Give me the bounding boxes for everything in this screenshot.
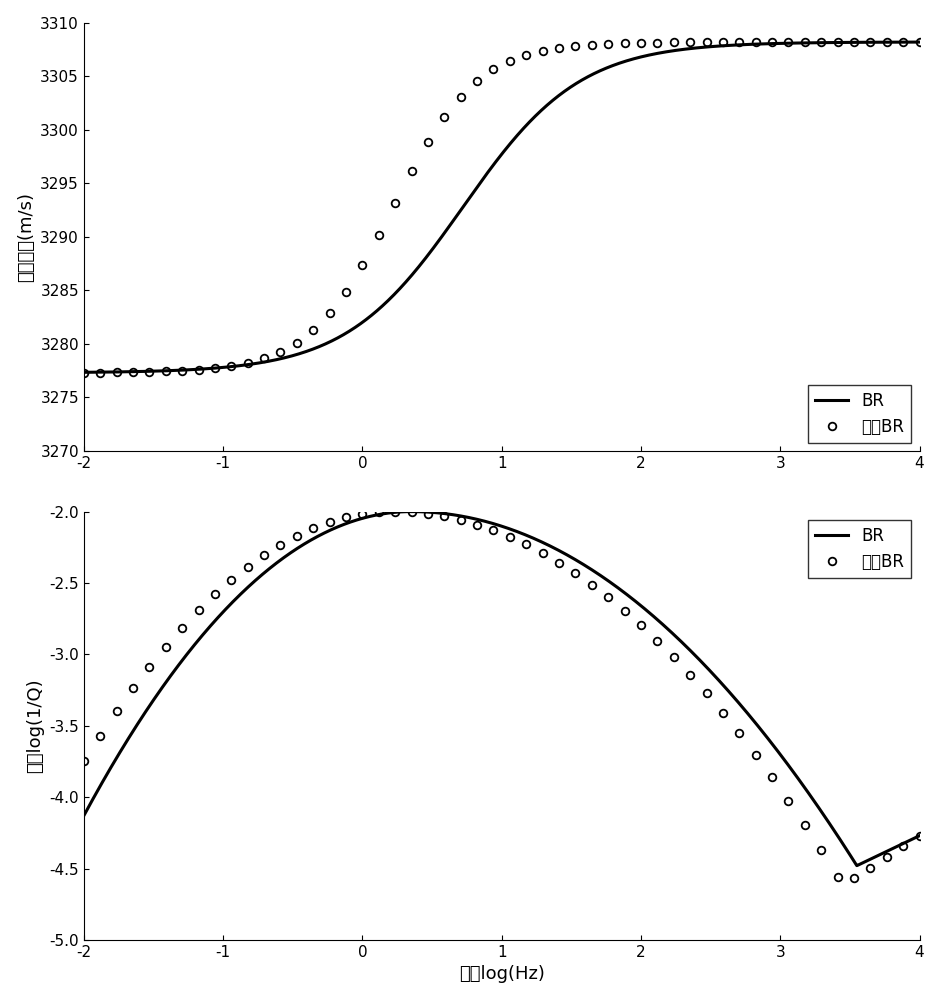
- BR: [485, 517, 496, 529]
- 改进BR: [914, 830, 925, 842]
- 改进BR: [144, 366, 155, 378]
- Line: BR: BR: [84, 512, 919, 866]
- 改进BR: [635, 619, 646, 631]
- BR: [890, 841, 901, 853]
- 改进BR: [374, 506, 385, 518]
- BR: [78, 366, 89, 378]
- BR: [914, 830, 925, 842]
- Line: 改进BR: 改进BR: [80, 38, 923, 376]
- BR: [889, 36, 901, 48]
- 改进BR: [144, 661, 155, 673]
- BR: [485, 163, 496, 175]
- BR: [890, 841, 901, 853]
- BR: [120, 366, 132, 378]
- BR: [737, 701, 748, 713]
- BR: [463, 511, 474, 523]
- 改进BR: [914, 36, 925, 48]
- 改进BR: [619, 37, 630, 49]
- 改进BR: [78, 755, 89, 767]
- BR: [852, 860, 863, 872]
- 改进BR: [537, 547, 549, 559]
- Line: 改进BR: 改进BR: [80, 508, 923, 882]
- Line: BR: BR: [84, 42, 919, 372]
- 改进BR: [586, 39, 598, 51]
- BR: [914, 36, 925, 48]
- 改进BR: [471, 75, 483, 87]
- Legend: BR, 改进BR: BR, 改进BR: [808, 385, 911, 443]
- 改进BR: [390, 506, 401, 518]
- BR: [406, 506, 417, 518]
- Legend: BR, 改进BR: BR, 改进BR: [808, 520, 911, 578]
- 改进BR: [78, 367, 89, 379]
- Y-axis label: 纵波速度(m/s): 纵波速度(m/s): [17, 192, 35, 282]
- 改进BR: [374, 229, 385, 241]
- BR: [736, 39, 747, 51]
- 改进BR: [849, 872, 860, 884]
- 改进BR: [602, 591, 614, 603]
- BR: [462, 194, 473, 206]
- 改进BR: [487, 524, 499, 536]
- BR: [78, 810, 89, 822]
- BR: [889, 36, 901, 48]
- X-axis label: 频率log(Hz): 频率log(Hz): [459, 965, 545, 983]
- BR: [120, 736, 132, 748]
- Y-axis label: 衰减log(1/Q): 衰减log(1/Q): [25, 678, 43, 773]
- 改进BR: [849, 36, 860, 48]
